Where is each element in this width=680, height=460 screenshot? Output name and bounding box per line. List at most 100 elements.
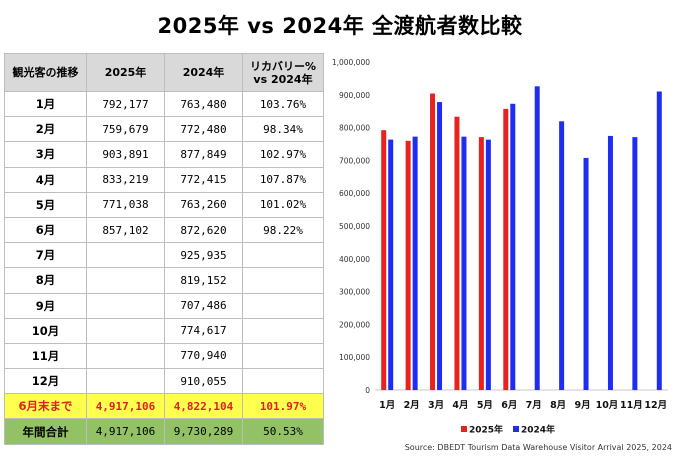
value-2025-cell: 792,177: [86, 90, 165, 118]
value-2025-cell: 771,038: [86, 191, 165, 218]
y-tick-label: 800,000: [339, 124, 370, 133]
table-row: 4月 833,219 772,415 107.87%: [4, 166, 324, 193]
month-cell: 2月: [4, 116, 87, 143]
table-row: 6月 857,102 872,620 98.22%: [4, 216, 324, 244]
visitor-table: 観光客の推移 2025年 2024年 リカバリー% vs 2024年 1月 792…: [4, 53, 324, 445]
bar-2025: [454, 116, 460, 391]
bar-2024: [559, 121, 565, 390]
y-tick-label: 900,000: [339, 91, 370, 100]
bar-2025: [430, 93, 436, 391]
legend-swatch: [513, 426, 519, 432]
source-note: Source: DBEDT Tourism Data Warehouse Vis…: [404, 443, 672, 452]
recovery-cell: [242, 267, 324, 294]
month-cell: 6月末まで: [4, 393, 87, 420]
y-tick-label: 600,000: [339, 189, 370, 198]
bar-2024: [485, 139, 491, 390]
table-row: 10月 774,617: [4, 317, 324, 344]
table-row: 11月 770,940: [4, 342, 324, 370]
header-2025: 2025年: [86, 53, 165, 92]
x-tick-label: 3月: [428, 400, 444, 411]
table-header-row: 観光客の推移 2025年 2024年 リカバリー% vs 2024年: [4, 53, 324, 92]
month-cell: 年間合計: [4, 418, 87, 445]
value-2025-cell: [86, 317, 165, 344]
month-cell: 1月: [4, 90, 87, 118]
table-row: 1月 792,177 763,480 103.76%: [4, 90, 324, 118]
value-2025-cell: 903,891: [86, 141, 165, 168]
bar-2024: [412, 136, 418, 390]
legend-swatch: [461, 426, 467, 432]
value-2024-cell: 877,849: [164, 141, 243, 168]
value-2024-cell: 763,260: [164, 191, 243, 218]
month-cell: 12月: [4, 368, 87, 395]
value-2024-cell: 763,480: [164, 90, 243, 118]
recovery-cell: [242, 342, 324, 370]
value-2024-cell: 872,620: [164, 216, 243, 244]
value-2024-cell: 707,486: [164, 292, 243, 319]
recovery-cell: 101.97%: [242, 393, 324, 420]
header-2024: 2024年: [164, 53, 243, 92]
ytd-row: 6月末まで 4,917,106 4,822,104 101.97%: [4, 393, 324, 420]
month-cell: 4月: [4, 166, 87, 193]
header-trend: 観光客の推移: [4, 53, 87, 92]
y-tick-label: 100,000: [339, 353, 370, 362]
bar-2024: [510, 103, 516, 390]
recovery-cell: 102.97%: [242, 141, 324, 168]
month-cell: 10月: [4, 317, 87, 344]
value-2025-cell: 759,679: [86, 116, 165, 143]
y-tick-label: 700,000: [339, 156, 370, 165]
x-tick-label: 12月: [644, 400, 667, 411]
month-cell: 3月: [4, 141, 87, 168]
bar-2024: [388, 139, 394, 390]
recovery-cell: 103.76%: [242, 90, 324, 118]
value-2025-cell: [86, 267, 165, 294]
recovery-cell: [242, 292, 324, 319]
bar-2025: [478, 137, 484, 390]
value-2025-cell: [86, 292, 165, 319]
legend-label: 2024年: [521, 424, 555, 436]
value-2025-cell: 857,102: [86, 216, 165, 244]
x-tick-label: 4月: [452, 400, 468, 411]
value-2024-cell: 925,935: [164, 242, 243, 269]
annual-total-row: 年間合計 4,917,106 9,730,289 50.53%: [4, 418, 324, 445]
y-tick-label: 1,000,000: [332, 58, 370, 67]
month-cell: 6月: [4, 216, 87, 244]
y-tick-label: 0: [365, 386, 370, 395]
recovery-cell: 98.34%: [242, 116, 324, 143]
value-2024-cell: 910,055: [164, 368, 243, 395]
month-cell: 9月: [4, 292, 87, 319]
header-recovery: リカバリー% vs 2024年: [242, 53, 324, 92]
month-cell: 11月: [4, 342, 87, 370]
table-row: 8月 819,152: [4, 267, 324, 294]
value-2025-cell: [86, 242, 165, 269]
recovery-cell: [242, 368, 324, 395]
month-cell: 7月: [4, 242, 87, 269]
x-tick-label: 5月: [477, 400, 493, 411]
x-tick-label: 2月: [404, 400, 420, 411]
bar-chart: 0 100,000 200,000 300,000 400,000 500,000 600,…: [332, 58, 668, 436]
x-tick-label: 10月: [596, 400, 619, 411]
value-2025-cell: 4,917,106: [86, 418, 165, 445]
legend-label: 2025年: [469, 424, 503, 436]
table-row: 3月 903,891 877,849 102.97%: [4, 141, 324, 168]
value-2025-cell: [86, 342, 165, 370]
table-row: 2月 759,679 772,480 98.34%: [4, 116, 324, 143]
table-row: 7月 925,935: [4, 242, 324, 269]
x-tick-label: 11月: [620, 400, 643, 411]
table-row: 9月 707,486: [4, 292, 324, 319]
recovery-cell: 98.22%: [242, 216, 324, 244]
month-cell: 8月: [4, 267, 87, 294]
recovery-cell: [242, 317, 324, 344]
bar-2024: [583, 157, 589, 390]
bar-2025: [381, 130, 387, 390]
bar-2025: [405, 140, 411, 390]
y-tick-label: 400,000: [339, 255, 370, 264]
value-2024-cell: 774,617: [164, 317, 243, 344]
value-2025-cell: [86, 368, 165, 395]
x-tick-label: 1月: [379, 400, 395, 411]
value-2024-cell: 770,940: [164, 342, 243, 370]
x-tick-label: 6月: [501, 400, 517, 411]
value-2024-cell: 4,822,104: [164, 393, 243, 420]
x-tick-label: 8月: [550, 400, 566, 411]
bar-2024: [632, 137, 638, 390]
bar-2024: [656, 91, 662, 391]
